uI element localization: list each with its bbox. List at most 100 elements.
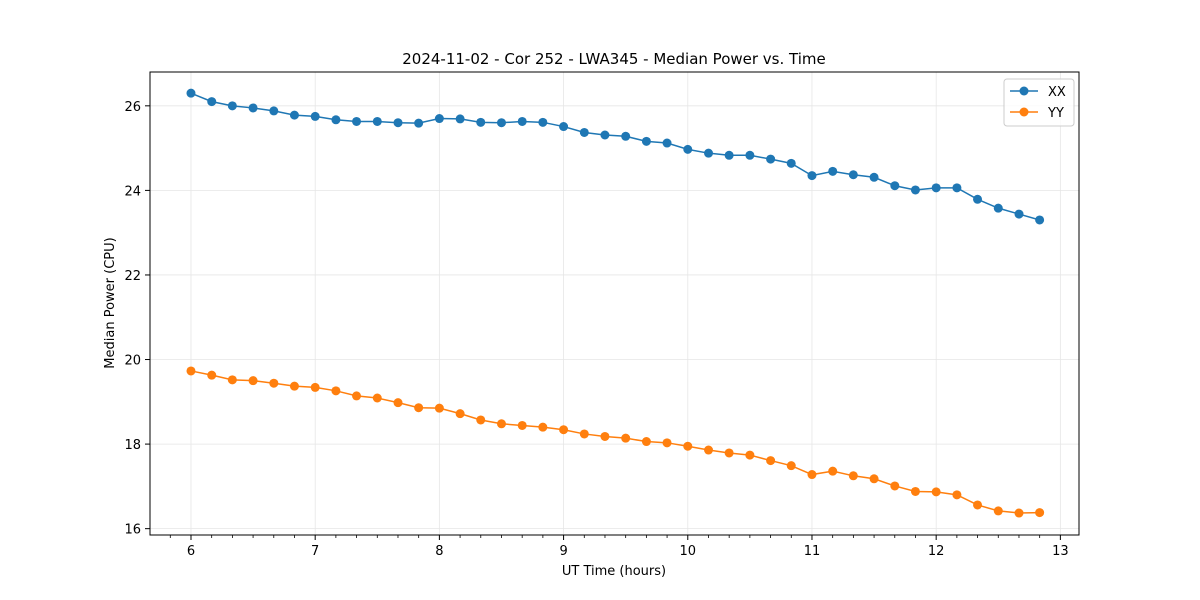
y-tick-label: 22 — [124, 269, 141, 284]
y-tick-label: 20 — [124, 354, 141, 369]
data-point-xx — [310, 111, 320, 121]
data-point-xx — [517, 116, 527, 126]
data-point-xx — [641, 136, 651, 146]
data-point-yy — [414, 403, 424, 413]
data-point-yy — [662, 438, 672, 448]
data-point-yy — [207, 370, 217, 380]
data-point-yy — [683, 441, 693, 451]
data-point-yy — [496, 419, 506, 429]
data-point-xx — [186, 88, 196, 98]
y-axis-label: Median Power (CPU) — [103, 237, 118, 368]
data-point-yy — [745, 450, 755, 460]
data-point-yy — [372, 393, 382, 403]
data-point-xx — [434, 114, 444, 124]
data-point-xx — [910, 185, 920, 195]
data-point-xx — [538, 117, 548, 127]
data-point-yy — [704, 445, 714, 455]
data-point-xx — [952, 183, 962, 193]
data-point-yy — [807, 470, 817, 480]
data-point-xx — [476, 117, 486, 127]
data-point-xx — [890, 181, 900, 191]
x-axis-label: UT Time (hours) — [562, 564, 666, 579]
legend-xx-label: XX — [1048, 85, 1066, 100]
data-point-xx — [393, 118, 403, 128]
data-point-yy — [455, 409, 465, 419]
ticks-layer: 6 7 8 9 10 11 12 13 16 18 20 22 24 26 — [124, 100, 1068, 559]
data-point-yy — [476, 415, 486, 425]
x-tick-label: 9 — [559, 544, 567, 559]
data-point-yy — [600, 431, 610, 441]
data-point-xx — [207, 97, 217, 107]
data-point-xx — [724, 150, 734, 160]
legend-xx-marker — [1019, 86, 1029, 96]
y-tick-label: 18 — [124, 438, 141, 453]
data-point-yy — [848, 471, 858, 481]
data-point-xx — [352, 116, 362, 126]
data-point-yy — [828, 466, 838, 476]
x-tick-label: 6 — [187, 544, 195, 559]
data-point-xx — [496, 118, 506, 128]
legend: XX YY — [1003, 78, 1075, 127]
data-point-yy — [766, 456, 776, 466]
x-tick-label: 11 — [804, 544, 821, 559]
data-point-yy — [724, 448, 734, 458]
data-point-yy — [393, 398, 403, 408]
series-layer — [186, 88, 1045, 518]
data-point-xx — [745, 150, 755, 160]
data-point-xx — [662, 138, 672, 148]
data-point-yy — [248, 376, 258, 386]
data-point-yy — [973, 500, 983, 510]
data-point-yy — [993, 506, 1003, 516]
data-point-yy — [952, 490, 962, 500]
data-point-xx — [269, 106, 279, 116]
data-point-xx — [1014, 209, 1024, 219]
data-point-yy — [186, 366, 196, 376]
data-point-xx — [766, 154, 776, 164]
y-tick-label: 16 — [124, 523, 141, 538]
data-point-yy — [786, 461, 796, 471]
x-tick-label: 13 — [1052, 544, 1069, 559]
chart-title: 2024-11-02 - Cor 252 - LWA345 - Median P… — [402, 50, 826, 68]
data-point-xx — [559, 122, 569, 132]
data-point-yy — [559, 425, 569, 435]
series-line-xx — [190, 92, 1040, 221]
data-point-xx — [931, 183, 941, 193]
data-point-xx — [289, 110, 299, 120]
data-point-yy — [331, 386, 341, 396]
data-point-yy — [641, 437, 651, 447]
data-point-yy — [517, 420, 527, 430]
data-point-xx — [683, 144, 693, 154]
data-point-xx — [600, 130, 610, 140]
data-point-xx — [1035, 215, 1045, 225]
x-tick-label: 7 — [311, 544, 319, 559]
x-tick-label: 12 — [928, 544, 945, 559]
data-point-xx — [973, 194, 983, 204]
data-point-xx — [848, 170, 858, 180]
data-point-yy — [890, 481, 900, 491]
data-point-yy — [621, 433, 631, 443]
data-point-yy — [579, 429, 589, 439]
data-point-yy — [310, 382, 320, 392]
data-point-xx — [372, 116, 382, 126]
grid-layer — [150, 72, 1079, 535]
y-tick-label: 24 — [124, 184, 141, 199]
plot-frame — [149, 71, 1080, 536]
data-point-xx — [579, 127, 589, 137]
data-point-yy — [1014, 508, 1024, 518]
data-point-yy — [538, 422, 548, 432]
data-point-xx — [993, 203, 1003, 213]
data-point-yy — [1035, 508, 1045, 518]
data-point-xx — [869, 172, 879, 182]
data-point-yy — [352, 391, 362, 401]
data-point-yy — [269, 378, 279, 388]
data-point-xx — [786, 158, 796, 168]
data-point-yy — [869, 474, 879, 484]
x-tick-label: 8 — [435, 544, 443, 559]
y-tick-label: 26 — [124, 100, 141, 115]
data-point-xx — [704, 148, 714, 158]
axes-layer — [149, 71, 1080, 536]
data-point-yy — [289, 381, 299, 391]
data-point-xx — [621, 131, 631, 141]
data-point-yy — [931, 487, 941, 497]
data-point-yy — [434, 403, 444, 413]
